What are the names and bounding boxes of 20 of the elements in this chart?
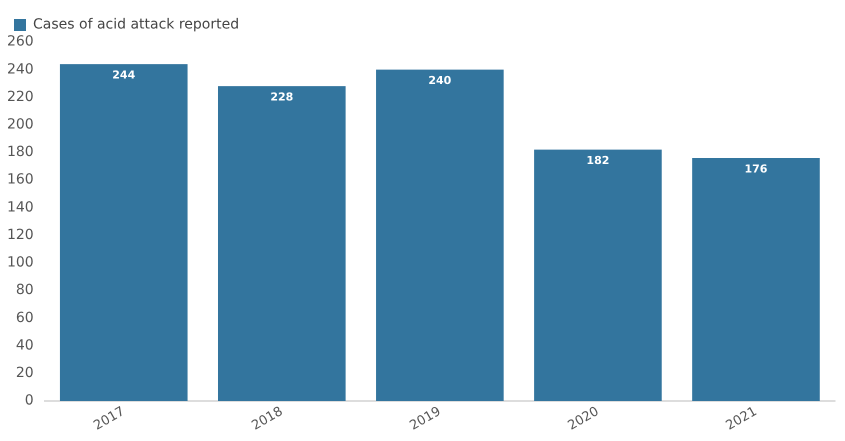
y-tick-label: 260 — [6, 34, 34, 50]
data-label: 240 — [428, 74, 452, 87]
y-tick-label: 160 — [6, 172, 34, 188]
data-label: 182 — [586, 154, 610, 168]
y-tick-label: 80 — [16, 282, 34, 298]
y-tick-label: 220 — [6, 88, 34, 105]
y-tick-label: 200 — [6, 116, 34, 132]
y-tick-label: 140 — [6, 199, 34, 216]
y-tick-label: 120 — [6, 226, 34, 243]
data-label: 176 — [744, 162, 768, 176]
y-tick-label: 60 — [16, 310, 34, 326]
y-tick-label: 0 — [24, 392, 34, 409]
data-label: 244 — [112, 68, 136, 82]
y-tick-label: 40 — [16, 337, 34, 354]
y-tick-label: 240 — [6, 61, 34, 78]
y-tick-label: 20 — [16, 364, 34, 381]
y-tick-label: 180 — [6, 144, 34, 160]
data-label: 228 — [270, 90, 294, 104]
y-tick-label: 100 — [6, 254, 34, 271]
legend-label: Cases of acid attack reported — [33, 16, 240, 33]
